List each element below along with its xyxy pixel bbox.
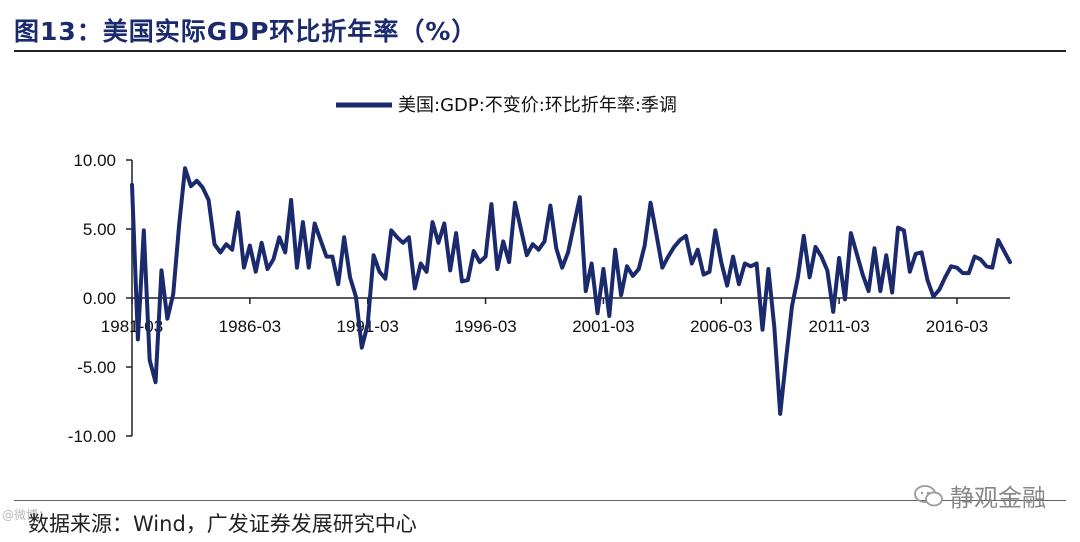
- figure-title: 图13：美国实际GDP环比折年率（%）: [14, 17, 478, 46]
- x-tick-label: 1981-03: [101, 317, 163, 336]
- footer-divider: [14, 500, 1066, 501]
- y-tick-label: 10.00: [73, 151, 116, 170]
- gdp-line-chart: 美国:GDP:不变价:环比折年率:季调 10.00 5.00 0.00 -5.00 -1…: [68, 95, 1012, 446]
- data-source-note: 数据来源：Wind，广发证券发展研究中心: [28, 512, 417, 536]
- y-tick-label: 0.00: [83, 289, 116, 308]
- x-tick-label: 2011-03: [809, 317, 870, 336]
- chart-legend: 美国:GDP:不变价:环比折年率:季调: [336, 95, 677, 116]
- x-axis: 1981-03 1986-03 1991-03 1996-03 2001-03 2006-…: [101, 297, 1010, 336]
- legend-label: 美国:GDP:不变价:环比折年率:季调: [398, 95, 677, 116]
- x-tick-label: 1986-03: [219, 317, 281, 336]
- y-tick-label: 5.00: [83, 220, 116, 239]
- weibo-watermark: @微博：: [2, 508, 51, 522]
- y-tick-label: -5.00: [77, 358, 116, 377]
- watermark-text: 静观金融: [950, 484, 1046, 512]
- x-tick-label: 1996-03: [454, 317, 516, 336]
- y-axis: 10.00 5.00 0.00 -5.00 -10.00: [68, 151, 133, 446]
- y-tick-label: -10.00: [68, 427, 116, 446]
- x-tick-label: 2016-03: [926, 317, 988, 336]
- plot-area: [130, 166, 1012, 416]
- wechat-watermark: 静观金融: [914, 478, 1046, 513]
- wechat-icon: [914, 484, 943, 506]
- title-divider: [14, 50, 1066, 52]
- series-line-gdp: [130, 166, 1012, 416]
- x-tick-label: 2006-03: [690, 317, 752, 336]
- x-tick-label: 2001-03: [572, 317, 634, 336]
